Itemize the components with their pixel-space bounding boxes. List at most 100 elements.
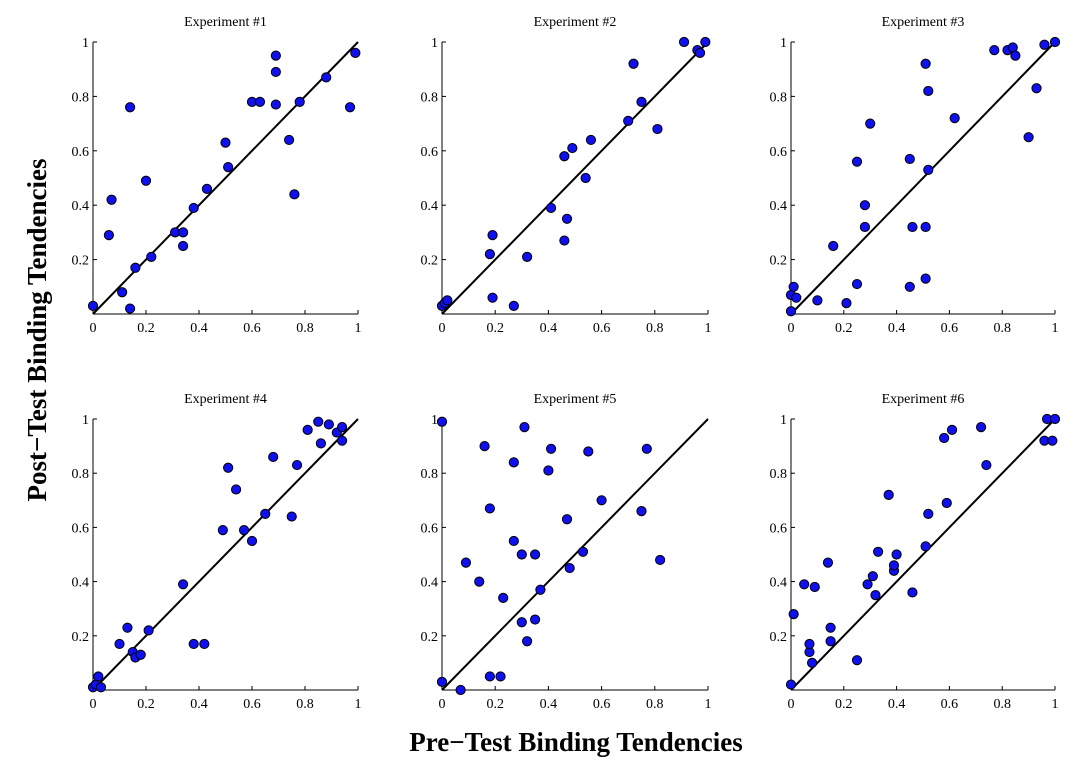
- scatter-point: [596, 495, 607, 506]
- scatter-point: [825, 622, 836, 633]
- y-tick-label: 0.6: [72, 145, 90, 160]
- scatter-point: [636, 96, 647, 107]
- y-tick-label: 1: [431, 413, 438, 428]
- y-tick-label: 0.6: [421, 521, 439, 536]
- scatter-point: [238, 525, 250, 536]
- scatter-point: [628, 58, 639, 69]
- scatter-point: [223, 462, 234, 473]
- scatter-point: [188, 638, 199, 650]
- scatter-point: [519, 422, 530, 433]
- scatter-point: [804, 638, 815, 650]
- x-tick-label: 0.2: [835, 321, 853, 336]
- y-tick-label: 0.8: [421, 90, 439, 105]
- y-tick-label: 0.6: [770, 145, 788, 160]
- y-tick-label: 0.4: [72, 576, 90, 591]
- y-tick-label: 0.4: [770, 576, 788, 591]
- x-tick-label: 0.6: [941, 321, 959, 336]
- y-tick-label: 0.6: [770, 521, 788, 536]
- y-tick-label: 0.8: [72, 90, 90, 105]
- scatter-point: [545, 443, 557, 454]
- scatter-point: [291, 459, 303, 471]
- x-tick-label: 0.4: [190, 321, 208, 336]
- scatter-point: [636, 506, 647, 517]
- scatter-point: [1010, 50, 1021, 61]
- x-tick-label: 0.4: [190, 697, 208, 712]
- scatter-point: [270, 50, 281, 61]
- panel-title: Experiment #4: [184, 392, 267, 407]
- scatter-point: [294, 96, 305, 107]
- scatter-point: [436, 676, 448, 687]
- scatter-point: [87, 300, 99, 311]
- x-tick-label: 0.6: [243, 697, 261, 712]
- identity-line: [92, 41, 359, 315]
- x-tick-label: 0: [90, 697, 97, 712]
- scatter-point: [865, 118, 876, 129]
- panel-4: Experiment #4 0 0.2 0.4 0.6 0.8 1 0.2 0.4 0.6 0.8 1: [72, 392, 362, 712]
- y-tick-label: 1: [82, 36, 89, 51]
- x-tick-label: 0: [788, 697, 795, 712]
- scatter-point: [284, 134, 295, 146]
- x-tick-label: 0.4: [540, 321, 558, 336]
- scatter-point: [788, 609, 799, 620]
- y-tick-label: 0.8: [72, 467, 90, 482]
- scatter-point: [907, 587, 918, 598]
- scatter-point: [862, 579, 873, 590]
- scatter-point: [545, 202, 557, 214]
- scatter-point: [904, 281, 915, 292]
- x-tick-label: 0: [439, 321, 446, 336]
- scatter-point: [946, 424, 958, 435]
- scatter-point: [220, 137, 231, 148]
- x-tick-label: 0.8: [296, 321, 314, 336]
- panel-3: Experiment #3 0 0.2 0.4 0.6 0.8 1 0.2 0.4 0.6 0.8 1: [770, 15, 1061, 336]
- scatter-point: [178, 227, 189, 238]
- y-tick-label: 0.4: [421, 576, 439, 591]
- y-tick-label: 0.8: [770, 467, 788, 482]
- scatter-point: [479, 441, 490, 452]
- scatter-point: [652, 123, 663, 135]
- scatter-point: [460, 557, 472, 568]
- scatter-point: [1023, 132, 1034, 143]
- scatter-point: [260, 508, 271, 519]
- y-tick-label: 0.8: [421, 467, 439, 482]
- scatter-point: [474, 576, 485, 587]
- scatter-point: [106, 194, 117, 205]
- scatter-point: [286, 511, 297, 522]
- x-axis-title: Pre−Test Binding Tendencies: [409, 727, 742, 757]
- scatter-point: [883, 489, 894, 500]
- scatter-point: [870, 590, 881, 601]
- scatter-point: [1047, 435, 1058, 446]
- y-axis-title: Post−Test Binding Tendencies: [22, 159, 52, 502]
- identity-line: [790, 41, 1056, 315]
- scatter-point: [788, 281, 799, 292]
- scatter-point: [140, 175, 152, 186]
- x-tick-label: 0.2: [137, 321, 155, 336]
- scatter-point: [655, 554, 666, 566]
- scatter-point: [867, 571, 878, 582]
- scatter-point: [484, 249, 495, 260]
- x-tick-label: 0.6: [593, 321, 611, 336]
- x-tick-label: 0: [90, 321, 97, 336]
- scatter-point: [270, 99, 281, 110]
- scatter-point: [891, 549, 902, 560]
- scatter-point: [939, 432, 950, 444]
- scatter-point: [442, 295, 453, 306]
- scatter-point: [623, 115, 634, 126]
- scatter-point: [920, 541, 931, 552]
- y-tick-label: 0.6: [72, 521, 90, 536]
- scatter-point: [122, 622, 133, 633]
- scatter-point: [289, 189, 300, 200]
- scatter-point: [822, 557, 834, 568]
- scatter-point: [981, 459, 992, 471]
- x-tick-label: 0: [788, 321, 795, 336]
- scatter-point: [580, 172, 591, 184]
- scatter-point: [809, 581, 820, 593]
- y-tick-label: 0.2: [421, 254, 439, 269]
- scatter-point: [577, 546, 589, 557]
- scatter-point: [530, 614, 541, 625]
- scatter-point: [851, 655, 863, 666]
- scatter-point: [920, 58, 931, 69]
- scatter-point: [585, 134, 597, 146]
- scatter-point: [1031, 83, 1042, 94]
- scatter-point: [888, 560, 900, 571]
